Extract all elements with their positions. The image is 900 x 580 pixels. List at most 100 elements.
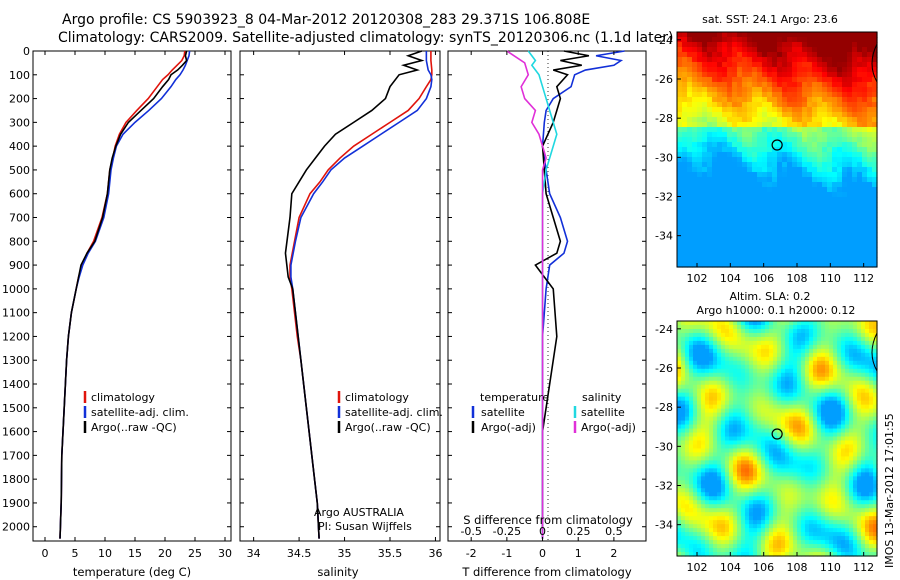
map-cell xyxy=(801,504,806,509)
map-cell xyxy=(777,132,783,138)
map-cell xyxy=(829,468,834,473)
map-cell xyxy=(693,400,698,406)
sst-map-frame xyxy=(676,31,878,268)
map-cell xyxy=(752,227,758,233)
map-cell xyxy=(732,52,738,58)
temperature-x-label: temperature (deg C) xyxy=(73,565,191,579)
map-cell xyxy=(785,496,790,501)
map-cell xyxy=(872,92,878,98)
map-cell xyxy=(721,420,726,426)
map-cell xyxy=(721,428,726,434)
map-cell xyxy=(689,532,694,537)
map-cell xyxy=(827,142,833,148)
series-line-argo xyxy=(284,50,425,539)
map-cell xyxy=(789,444,794,450)
map-cell xyxy=(867,62,873,68)
map-cell xyxy=(869,492,874,497)
map-cell xyxy=(685,460,690,465)
map-cell xyxy=(793,468,798,473)
map-cell xyxy=(752,127,758,133)
map-cell xyxy=(837,508,842,513)
map-cell xyxy=(777,392,782,398)
map-cell xyxy=(789,480,794,485)
map-cell xyxy=(757,364,762,370)
map-cell xyxy=(841,532,846,537)
map-cell xyxy=(853,516,858,521)
map-cell xyxy=(813,380,818,386)
map-cell xyxy=(797,412,802,418)
map-cell xyxy=(753,432,758,438)
sst-map-ticks: 102 104 106 108 110 112-24-26-28-30-32-34 xyxy=(655,34,878,285)
map-cell xyxy=(752,262,758,268)
map-cell xyxy=(707,262,713,268)
map-cell xyxy=(793,360,798,366)
map-cell xyxy=(861,420,866,426)
map-cell xyxy=(765,408,770,414)
map-cell xyxy=(713,412,718,418)
map-cell xyxy=(682,132,688,138)
map-cell xyxy=(869,348,874,354)
map-cell xyxy=(847,37,853,43)
map-cell xyxy=(765,528,770,533)
map-cell xyxy=(833,464,838,469)
map-cell xyxy=(841,528,846,533)
map-cell xyxy=(737,122,743,128)
map-cell xyxy=(737,177,743,183)
map-cell xyxy=(745,360,750,366)
map-cell xyxy=(769,496,774,501)
map-cell xyxy=(747,52,753,58)
map-cell xyxy=(752,177,758,183)
map-cell xyxy=(749,480,754,485)
map-cell xyxy=(747,122,753,128)
map-cell xyxy=(757,480,762,485)
map-cell xyxy=(707,172,713,178)
map-cell xyxy=(822,137,828,143)
map-cell xyxy=(727,97,733,103)
map-cell xyxy=(733,456,738,461)
map-cell xyxy=(817,368,822,374)
y-tick-label: 400 xyxy=(9,140,30,153)
map-cell xyxy=(745,372,750,378)
map-cell xyxy=(829,356,834,362)
map-cell xyxy=(749,524,754,529)
map-cell xyxy=(761,420,766,426)
map-cell xyxy=(873,384,878,390)
map-cell xyxy=(842,212,848,218)
map-cell xyxy=(845,476,850,481)
map-cell xyxy=(677,544,682,549)
map-cell xyxy=(841,364,846,370)
map-cell xyxy=(737,102,743,108)
map-cell xyxy=(873,492,878,497)
map-cell xyxy=(833,496,838,501)
map-cell xyxy=(822,227,828,233)
map-cell xyxy=(801,332,806,338)
map-cell xyxy=(833,472,838,477)
map-cell xyxy=(725,416,730,422)
y-tick-label: 500 xyxy=(9,164,30,177)
map-cell xyxy=(852,57,858,63)
map-cell xyxy=(837,536,842,541)
map-cell xyxy=(692,157,698,163)
map-cell xyxy=(797,162,803,168)
map-cell xyxy=(713,512,718,517)
map-cell xyxy=(873,332,878,338)
map-cell xyxy=(747,172,753,178)
map-cell xyxy=(827,252,833,258)
map-cell xyxy=(757,321,762,326)
map-cell xyxy=(832,182,838,188)
map-cell xyxy=(727,197,733,203)
map-cell xyxy=(752,197,758,203)
map-cell xyxy=(767,162,773,168)
map-cell xyxy=(747,77,753,83)
map-cell xyxy=(817,460,822,465)
map-cell xyxy=(707,187,713,193)
map-cell xyxy=(801,344,806,350)
map-cell xyxy=(865,532,870,537)
map-cell xyxy=(797,187,803,193)
map-cell xyxy=(752,217,758,223)
map-cell xyxy=(722,147,728,153)
map-cell xyxy=(677,440,682,446)
map-cell xyxy=(677,227,683,233)
map-cell xyxy=(709,412,714,418)
map-cell xyxy=(747,192,753,198)
